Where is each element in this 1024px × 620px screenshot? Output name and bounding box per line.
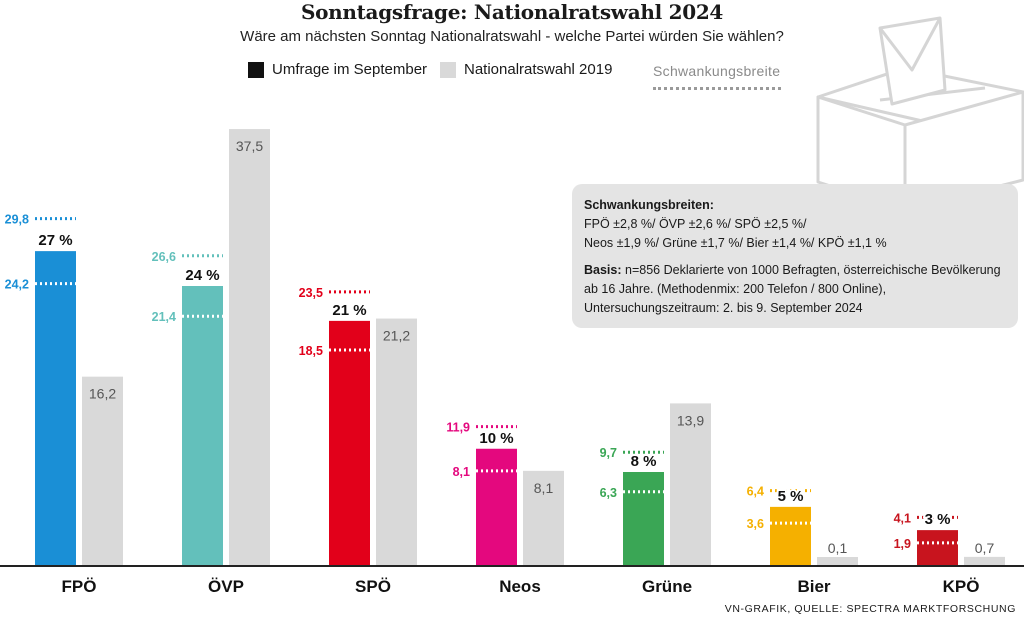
legend-survey-label: Umfrage im September <box>272 61 428 78</box>
election-value-label: 13,9 <box>677 412 704 428</box>
election-value-label: 0,1 <box>828 540 848 556</box>
election-bar <box>817 557 858 565</box>
survey-bar <box>35 251 76 565</box>
election-value-label: 8,1 <box>534 480 554 496</box>
range-high-label: 11,9 <box>446 421 470 435</box>
survey-bar <box>182 286 223 565</box>
info-box: Schwankungsbreiten: FPÖ ±2,8 %/ ÖVP ±2,6… <box>572 184 1018 328</box>
survey-value-label: 10 % <box>479 430 513 447</box>
category-label: FPÖ <box>62 577 97 596</box>
chart-subtitle: Wäre am nächsten Sonntag Nationalratswah… <box>240 28 784 45</box>
legend-swatch-survey <box>248 61 264 78</box>
survey-bar <box>476 448 517 565</box>
range-low-label: 18,5 <box>299 344 323 358</box>
basis-line-2: ab 16 Jahre. (Methodenmix: 200 Telefon /… <box>584 282 887 296</box>
range-low-label: 8,1 <box>453 465 470 479</box>
range-high-label: 23,5 <box>299 286 323 300</box>
range-low-label: 6,3 <box>600 486 617 500</box>
basis-heading: Basis: <box>584 263 622 277</box>
category-label: Neos <box>499 577 541 596</box>
election-bar <box>376 318 417 565</box>
election-bar <box>523 470 564 565</box>
election-value-label: 21,2 <box>383 328 410 344</box>
survey-bar <box>770 506 811 565</box>
election-value-label: 0,7 <box>975 540 995 556</box>
legend-survey: Umfrage im September <box>248 61 427 78</box>
survey-value-label: 24 % <box>185 267 219 284</box>
survey-value-label: 5 % <box>778 488 804 505</box>
survey-value-label: 21 % <box>332 302 366 319</box>
survey-value-label: 27 % <box>38 232 72 249</box>
range-line-1: FPÖ ±2,8 %/ ÖVP ±2,6 %/ SPÖ ±2,5 %/ <box>584 217 807 231</box>
legend-election-label: Nationalratswahl 2019 <box>464 61 613 78</box>
legend-election: Nationalratswahl 2019 <box>440 61 612 78</box>
category-label: SPÖ <box>355 577 391 596</box>
election-value-label: 16,2 <box>89 386 116 402</box>
basis-line-3: Untersuchungszeitraum: 2. bis 9. Septemb… <box>584 301 863 315</box>
chart-title: Sonntagsfrage: Nationalratswahl 2024 <box>300 0 724 24</box>
survey-value-label: 8 % <box>631 453 657 470</box>
legend-range: Schwankungsbreite <box>653 63 781 90</box>
legend-swatch-election <box>440 61 456 78</box>
range-high-label: 29,8 <box>5 213 29 227</box>
ballot-box-icon <box>816 16 1024 212</box>
source-note: VN-GRAFIK, QUELLE: SPECTRA MARKTFORSCHUN… <box>724 603 1016 615</box>
basis-line-1: n=856 Deklarierte von 1000 Befragten, ös… <box>621 263 1001 277</box>
election-bar <box>964 556 1005 565</box>
survey-bar <box>917 530 958 565</box>
legend-range-label: Schwankungsbreite <box>653 63 781 79</box>
range-high-label: 6,4 <box>747 485 764 499</box>
category-label: KPÖ <box>943 577 980 596</box>
election-bar <box>670 403 711 565</box>
range-heading: Schwankungsbreiten: <box>584 198 714 212</box>
range-high-label: 26,6 <box>152 250 176 264</box>
range-low-label: 24,2 <box>5 278 29 292</box>
survey-value-label: 3 % <box>925 511 951 528</box>
range-high-label: 4,1 <box>894 511 911 525</box>
election-bar <box>82 376 123 565</box>
election-value-label: 37,5 <box>236 138 263 154</box>
category-label: Bier <box>797 577 830 596</box>
category-label: Grüne <box>642 577 692 596</box>
category-label: ÖVP <box>208 577 244 596</box>
survey-bar <box>329 320 370 565</box>
range-high-label: 9,7 <box>600 446 617 460</box>
range-low-label: 21,4 <box>152 310 176 324</box>
range-low-label: 3,6 <box>747 517 764 531</box>
range-line-2: Neos ±1,9 %/ Grüne ±1,7 %/ Bier ±1,4 %/ … <box>584 236 887 250</box>
legend-range-dots <box>653 87 781 90</box>
election-bar <box>229 129 270 565</box>
survey-bar <box>623 472 664 565</box>
range-low-label: 1,9 <box>894 537 911 551</box>
